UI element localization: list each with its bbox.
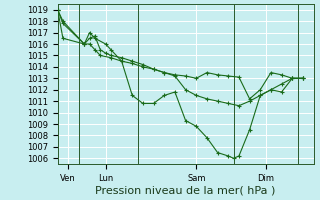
X-axis label: Pression niveau de la mer( hPa ): Pression niveau de la mer( hPa ) [95, 186, 276, 196]
